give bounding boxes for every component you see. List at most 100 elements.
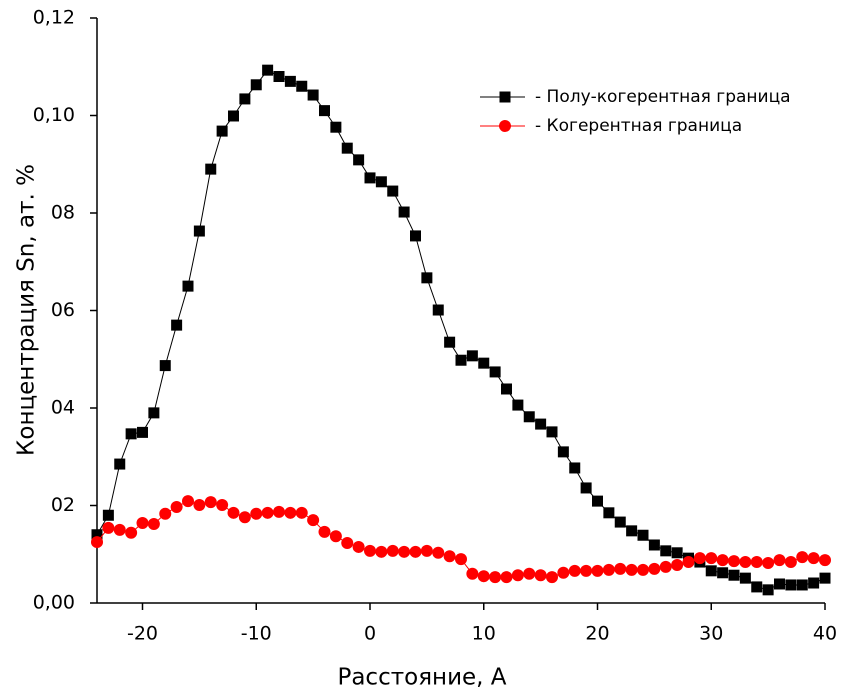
marker	[512, 399, 524, 411]
marker	[307, 89, 319, 101]
marker	[716, 554, 729, 567]
marker	[91, 529, 103, 541]
marker	[113, 523, 126, 536]
marker	[557, 446, 569, 458]
marker	[625, 563, 638, 576]
marker	[136, 517, 149, 530]
marker	[819, 554, 831, 567]
marker	[751, 581, 763, 593]
marker	[546, 571, 558, 584]
marker	[284, 506, 297, 519]
marker	[592, 495, 603, 507]
marker	[455, 553, 467, 566]
marker	[489, 366, 501, 378]
marker	[250, 507, 263, 520]
marker	[602, 563, 615, 576]
marker	[114, 458, 126, 470]
marker	[91, 536, 103, 549]
marker	[796, 579, 808, 591]
y-tick-label: 0,00	[33, 592, 75, 614]
marker	[364, 172, 376, 184]
marker	[420, 544, 433, 557]
x-tick-label: 30	[699, 623, 723, 645]
marker	[171, 319, 183, 331]
legend-marker	[499, 120, 511, 132]
marker	[671, 558, 684, 571]
marker	[262, 64, 274, 76]
marker	[511, 569, 524, 582]
marker	[386, 544, 399, 557]
marker	[102, 521, 115, 534]
marker	[307, 514, 320, 527]
marker	[443, 550, 456, 563]
y-tick-label: 0,12	[33, 7, 75, 29]
marker	[432, 546, 445, 559]
marker	[648, 539, 660, 551]
marker	[432, 304, 444, 316]
marker	[398, 545, 411, 558]
y-tick-label: 08	[51, 202, 75, 224]
x-tick-label: 0	[364, 623, 376, 645]
marker	[807, 552, 820, 565]
y-tick-label: 0,10	[33, 104, 75, 126]
legend-label: - Когерентная граница	[535, 116, 742, 136]
marker	[148, 407, 160, 419]
y-axis-title: Концентрация Sn, ат. %	[14, 164, 40, 456]
marker	[569, 462, 581, 474]
marker	[329, 530, 342, 543]
y-tick-label: 02	[51, 494, 75, 516]
marker	[546, 426, 558, 438]
marker	[330, 121, 342, 133]
marker	[671, 547, 683, 559]
marker	[717, 567, 729, 579]
marker	[796, 551, 809, 564]
series-line	[96, 69, 826, 591]
marker	[523, 411, 535, 423]
marker	[693, 552, 706, 565]
marker	[682, 556, 695, 569]
x-tick-label: 40	[813, 623, 837, 645]
marker	[284, 75, 296, 87]
marker	[648, 562, 661, 575]
x-tick-label: -10	[241, 623, 272, 645]
marker	[364, 544, 376, 557]
marker	[204, 496, 217, 509]
marker	[705, 565, 717, 577]
marker	[387, 185, 399, 197]
marker	[660, 545, 672, 557]
legend-marker	[499, 91, 511, 103]
x-tick-label: 10	[472, 623, 496, 645]
marker	[193, 225, 205, 237]
marker	[239, 93, 251, 105]
marker	[410, 230, 421, 242]
marker	[603, 507, 615, 519]
marker	[705, 552, 718, 565]
marker	[773, 554, 786, 567]
marker	[557, 566, 570, 579]
marker	[580, 482, 592, 494]
marker	[353, 154, 365, 166]
marker	[341, 142, 353, 154]
marker	[182, 495, 194, 508]
marker	[375, 176, 387, 188]
marker	[626, 525, 638, 537]
marker	[421, 272, 433, 284]
x-tick-label: 20	[585, 623, 609, 645]
marker	[455, 354, 467, 366]
marker	[489, 571, 502, 584]
marker	[227, 506, 240, 519]
marker	[261, 506, 274, 519]
marker	[216, 499, 229, 512]
marker	[341, 537, 354, 550]
marker	[398, 206, 410, 218]
marker	[659, 560, 672, 573]
marker	[478, 357, 490, 369]
marker	[102, 509, 114, 521]
marker	[750, 556, 763, 569]
marker	[250, 79, 262, 91]
marker	[500, 571, 513, 584]
legend-label: - Полу-когерентная граница	[535, 87, 791, 107]
marker	[238, 511, 251, 524]
marker	[466, 567, 479, 580]
